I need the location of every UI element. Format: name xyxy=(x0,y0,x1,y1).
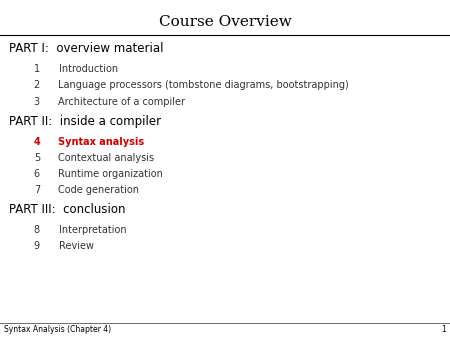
Text: 5: 5 xyxy=(34,153,40,163)
Text: 1: 1 xyxy=(34,64,40,74)
Text: PART III:  conclusion: PART III: conclusion xyxy=(9,203,126,216)
Text: 9: 9 xyxy=(34,241,40,251)
Text: Review: Review xyxy=(58,241,94,251)
Text: 8: 8 xyxy=(34,225,40,235)
Text: Course Overview: Course Overview xyxy=(158,15,292,29)
Text: PART II:  inside a compiler: PART II: inside a compiler xyxy=(9,115,161,127)
Text: Interpretation: Interpretation xyxy=(58,225,126,235)
Text: Language processors (tombstone diagrams, bootstrapping): Language processors (tombstone diagrams,… xyxy=(58,80,349,91)
Text: Syntax analysis: Syntax analysis xyxy=(58,137,144,147)
Text: Contextual analysis: Contextual analysis xyxy=(58,153,155,163)
Text: Runtime organization: Runtime organization xyxy=(58,169,163,179)
Text: 1: 1 xyxy=(441,325,446,334)
Text: Syntax Analysis (Chapter 4): Syntax Analysis (Chapter 4) xyxy=(4,325,112,334)
Text: 2: 2 xyxy=(34,80,40,91)
Text: PART I:  overview material: PART I: overview material xyxy=(9,42,163,55)
Text: Introduction: Introduction xyxy=(58,64,117,74)
Text: Architecture of a compiler: Architecture of a compiler xyxy=(58,97,185,107)
Text: 6: 6 xyxy=(34,169,40,179)
Text: 7: 7 xyxy=(34,185,40,195)
Text: 3: 3 xyxy=(34,97,40,107)
Text: 4: 4 xyxy=(34,137,40,147)
Text: Code generation: Code generation xyxy=(58,185,140,195)
